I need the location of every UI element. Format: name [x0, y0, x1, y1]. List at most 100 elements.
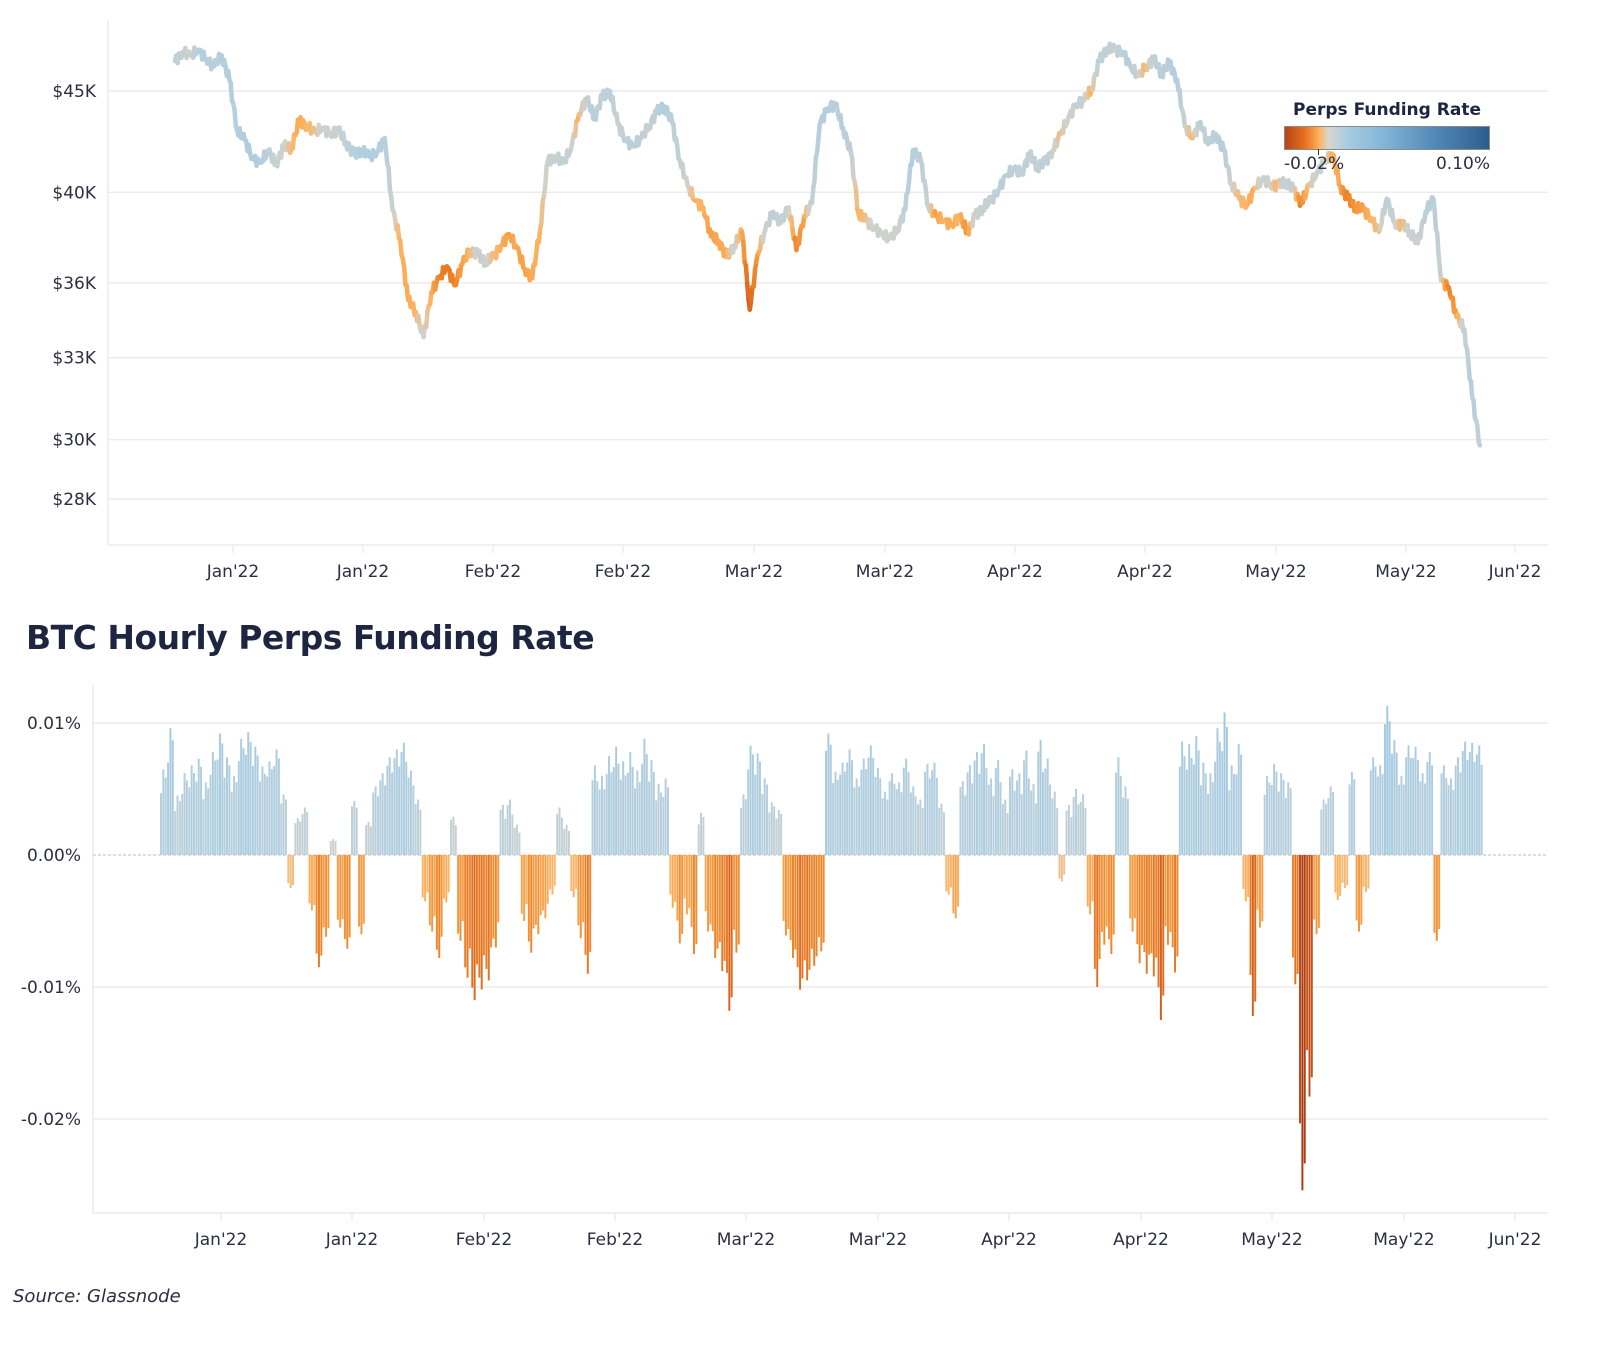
funding-bar — [296, 818, 299, 855]
funding-bar — [801, 855, 804, 979]
funding-bar — [343, 855, 346, 940]
funding-bar — [1339, 855, 1342, 897]
funding-bar — [1157, 855, 1160, 988]
funding-bar — [711, 855, 714, 932]
funding-bar — [409, 770, 412, 855]
funding-bar — [414, 804, 417, 855]
funding-bar — [1426, 761, 1429, 855]
funding-bar — [1294, 855, 1297, 985]
funding-bar — [1442, 765, 1445, 855]
funding-bar — [1164, 855, 1167, 927]
funding-bar — [336, 855, 339, 920]
x-tick-label: Apr'22 — [981, 1230, 1037, 1250]
funding-bar — [315, 855, 318, 954]
funding-bar — [197, 758, 200, 855]
price-segment — [1177, 87, 1184, 109]
funding-bar — [478, 855, 481, 978]
funding-bar — [237, 761, 240, 855]
price-segment — [1094, 58, 1101, 78]
price-segment — [401, 264, 408, 288]
funding-bar — [1374, 766, 1377, 855]
funding-bar — [1178, 766, 1181, 855]
funding-bar — [867, 757, 870, 855]
funding-bar — [1365, 855, 1368, 892]
funding-bar — [360, 855, 363, 935]
funding-bar — [1287, 782, 1290, 855]
funding-bar — [284, 799, 287, 855]
funding-bar — [721, 855, 724, 972]
funding-bar — [860, 769, 863, 855]
funding-bar — [662, 797, 665, 855]
price-segment — [1462, 327, 1469, 348]
funding-bar — [391, 772, 394, 855]
funding-bar — [1200, 785, 1202, 855]
funding-bar — [947, 855, 950, 895]
x-tick-label: Jan'22 — [194, 1230, 248, 1250]
funding-bar — [862, 758, 865, 855]
funding-bar — [1230, 765, 1233, 855]
funding-bar — [817, 855, 820, 938]
funding-bar — [534, 855, 537, 925]
funding-bar — [254, 746, 257, 855]
price-segment — [1471, 398, 1478, 420]
funding-bar — [1350, 771, 1353, 855]
x-tick-label: May'22 — [1373, 1230, 1434, 1250]
funding-bar — [532, 855, 535, 929]
funding-bar — [1138, 855, 1141, 964]
funding-bar — [287, 855, 290, 884]
funding-bar — [730, 855, 733, 998]
funding-bar — [612, 767, 615, 855]
price-segment — [1432, 208, 1439, 232]
funding-bar — [1249, 855, 1252, 975]
funding-bar — [945, 855, 948, 892]
funding-bar — [1438, 855, 1441, 930]
price-segment — [1476, 440, 1483, 448]
funding-bar — [641, 764, 644, 855]
funding-bar — [1079, 801, 1082, 855]
funding-bar — [270, 769, 273, 855]
funding-bar — [619, 779, 622, 855]
funding-bar — [579, 855, 582, 939]
funding-bar — [1266, 775, 1268, 855]
funding-bar — [888, 781, 891, 855]
funding-bar — [1044, 768, 1047, 855]
funding-bar — [1166, 855, 1169, 945]
funding-bar — [1445, 778, 1448, 855]
funding-bar — [1254, 855, 1257, 1002]
funding-bar — [384, 785, 386, 855]
funding-bar — [1141, 855, 1144, 946]
funding-bar — [766, 784, 769, 855]
funding-rate-legend: Perps Funding Rate -0.02% 0.10% — [1284, 100, 1490, 174]
price-segment — [1436, 252, 1443, 271]
funding-bar — [450, 819, 453, 855]
y-tick-label: $40K — [52, 183, 96, 203]
funding-bar — [169, 728, 172, 855]
funding-bar — [388, 757, 391, 855]
x-tick-label: Feb'22 — [587, 1230, 643, 1250]
funding-bar — [325, 855, 328, 937]
funding-bar — [789, 855, 792, 941]
price-segment — [398, 238, 404, 258]
x-tick-label: May'22 — [1245, 562, 1306, 582]
funding-bar — [610, 772, 613, 855]
funding-bar — [240, 738, 243, 855]
funding-bar — [657, 783, 660, 855]
funding-bar — [1346, 855, 1349, 886]
funding-bar — [494, 855, 497, 948]
funding-bar — [1150, 855, 1153, 954]
funding-bar — [542, 855, 545, 911]
funding-bar — [160, 793, 162, 855]
funding-bar — [1369, 770, 1372, 855]
funding-bar — [1181, 741, 1184, 855]
price-segment — [1226, 166, 1233, 186]
price-segment — [906, 162, 913, 183]
funding-bar — [1263, 794, 1266, 855]
funding-bar — [787, 855, 790, 930]
x-tick-label: Jun'22 — [1488, 1230, 1542, 1250]
funding-bar — [650, 759, 653, 855]
funding-bar — [596, 781, 599, 855]
funding-bar — [1218, 741, 1221, 855]
funding-bar — [1171, 855, 1174, 948]
funding-bar — [1336, 855, 1339, 900]
